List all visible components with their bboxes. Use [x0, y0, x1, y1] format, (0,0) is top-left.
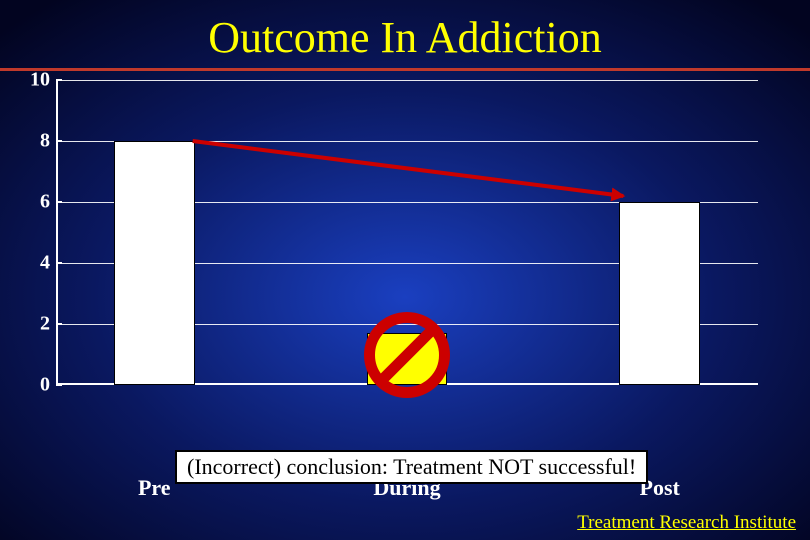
bar-pre [114, 141, 195, 385]
conclusion-box: (Incorrect) conclusion: Treatment NOT su… [175, 450, 648, 484]
y-tick-label: 2 [40, 313, 50, 336]
prohibit-icon [364, 312, 450, 398]
y-tick-label: 0 [40, 374, 50, 397]
y-tick-label: 10 [30, 69, 50, 92]
bar-post [619, 202, 700, 385]
footer-attribution: Treatment Research Institute [577, 512, 796, 534]
plot-area [56, 80, 758, 385]
grid-line [56, 80, 758, 81]
title-underline [0, 68, 810, 71]
page-title: Outcome In Addiction [0, 12, 810, 63]
conclusion-text: (Incorrect) conclusion: Treatment NOT su… [187, 454, 636, 479]
x-label-pre: Pre [138, 475, 171, 501]
y-tick-label: 4 [40, 252, 50, 275]
chart-area: 0246810 [8, 80, 758, 385]
y-tick-label: 8 [40, 130, 50, 153]
y-axis-line [56, 80, 58, 385]
y-axis: 0246810 [8, 80, 56, 385]
y-tick-label: 6 [40, 191, 50, 214]
